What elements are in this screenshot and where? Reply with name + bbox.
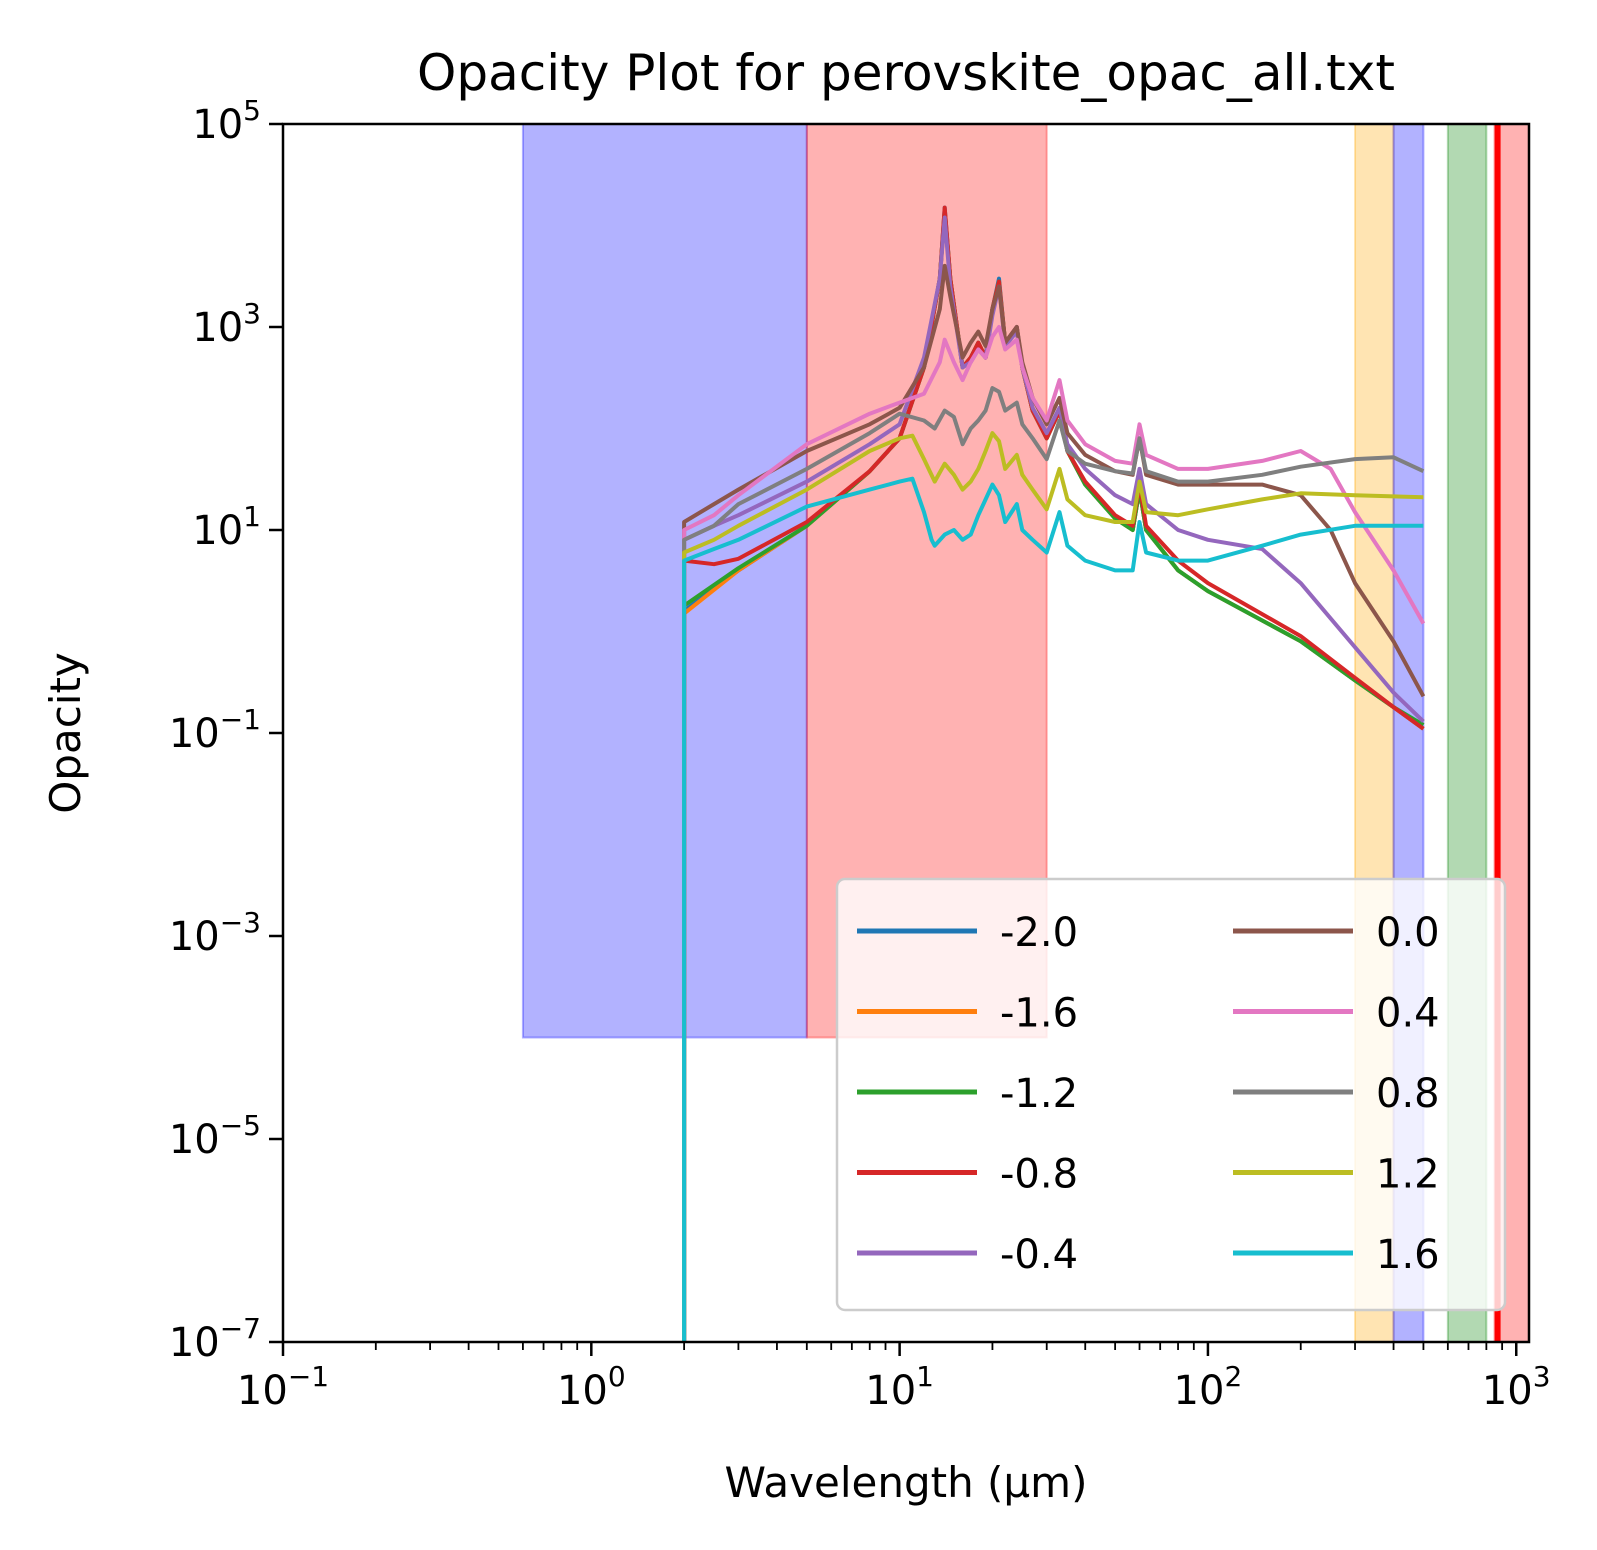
x-axis-label: Wavelength (μm) <box>725 1458 1088 1507</box>
x-tick-label-1: 100 <box>557 1360 626 1414</box>
x-tick-label-4: 103 <box>1482 1360 1551 1414</box>
y-tick-label-0: 10−7 <box>169 1312 261 1366</box>
shaded-band-0 <box>521 124 808 1039</box>
legend-label-3: -0.8 <box>1000 1152 1078 1198</box>
legend-label-7: 0.8 <box>1376 1071 1440 1117</box>
legend: -2.0 -1.6 -1.2 -0.8 -0.4 0.0 0.4 0.8 1.2 1.6 <box>835 877 1507 1312</box>
legend-label-9: 1.6 <box>1376 1232 1440 1278</box>
y-tick-label-3: 10−1 <box>169 703 261 757</box>
y-tick-label-2: 10−3 <box>169 906 261 960</box>
y-tick-label-1: 10−5 <box>169 1109 261 1163</box>
legend-label-4: -0.4 <box>1000 1232 1078 1278</box>
series-line-5 <box>682 263 1426 1342</box>
series-line-6 <box>682 325 1426 1342</box>
legend-box <box>835 877 1507 1312</box>
legend-label-0: -2.0 <box>1000 910 1078 956</box>
x-tick-label-0: 10−1 <box>237 1360 329 1414</box>
series-line-7 <box>682 386 1425 1342</box>
legend-label-8: 1.2 <box>1376 1152 1440 1198</box>
x-tick-label-3: 102 <box>1174 1360 1243 1414</box>
chart-title: Opacity Plot for perovskite_opac_all.txt <box>417 44 1395 102</box>
x-tick-label-2: 101 <box>865 1360 934 1414</box>
series-line-4 <box>682 215 1425 1342</box>
legend-label-1: -1.6 <box>1000 991 1078 1037</box>
y-tick-label-6: 105 <box>192 94 261 148</box>
series-line-8 <box>682 431 1424 1342</box>
y-tick-label-4: 101 <box>192 500 261 554</box>
y-tick-label-5: 103 <box>192 297 261 351</box>
legend-label-6: 0.4 <box>1376 991 1440 1037</box>
y-axis-label: Opacity <box>41 652 90 814</box>
legend-label-2: -1.2 <box>1000 1071 1078 1117</box>
series-line-9 <box>682 476 1424 1342</box>
legend-label-5: 0.0 <box>1376 910 1440 956</box>
